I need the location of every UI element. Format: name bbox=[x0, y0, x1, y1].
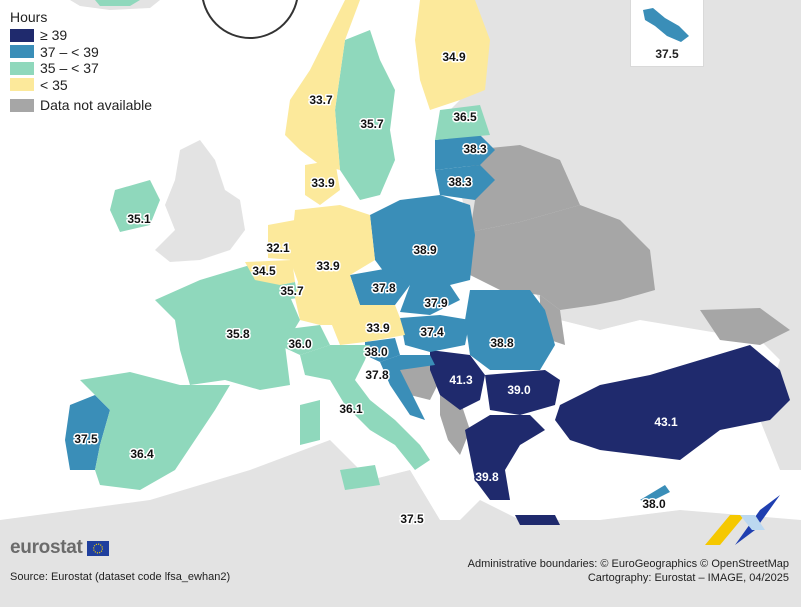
legend-item: 35 – < 37 bbox=[10, 60, 152, 77]
country-slovenia bbox=[365, 338, 400, 362]
legend-item: < 35 bbox=[10, 77, 152, 94]
malta-inset-value: 37.5 bbox=[655, 47, 679, 61]
country-iceland-top bbox=[95, 0, 140, 6]
legend-swatch bbox=[10, 28, 34, 42]
country-denmark bbox=[305, 160, 340, 205]
value-label-luxembourg: 35.7 bbox=[280, 284, 304, 298]
country-bosnia bbox=[395, 360, 440, 400]
country-sweden bbox=[335, 30, 395, 200]
value-label-norway: 33.7 bbox=[309, 93, 333, 107]
value-label-slovakia: 37.9 bbox=[424, 296, 448, 310]
legend: Hours ≥ 39 37 – < 39 35 – < 37 < 35 Data not… bbox=[10, 9, 152, 114]
value-label-germany: 33.9 bbox=[316, 259, 340, 273]
value-label-serbia: 41.3 bbox=[449, 373, 473, 387]
value-label-cyprus: 38.0 bbox=[642, 497, 666, 511]
value-label-estonia: 36.5 bbox=[453, 110, 477, 124]
country-greece bbox=[465, 415, 560, 525]
country-norway bbox=[285, 0, 360, 170]
country-latvia bbox=[435, 135, 495, 170]
legend-item: Data not available bbox=[10, 97, 152, 114]
country-belarus bbox=[470, 145, 580, 232]
value-label-netherlands: 32.1 bbox=[266, 241, 290, 255]
value-label-greece: 39.8 bbox=[475, 470, 499, 484]
country-belgium bbox=[245, 260, 295, 285]
country-poland bbox=[370, 195, 475, 290]
country-luxembourg bbox=[280, 282, 298, 300]
legend-label: 37 – < 39 bbox=[40, 43, 99, 60]
country-austria bbox=[330, 305, 405, 345]
value-label-hungary: 37.4 bbox=[420, 325, 444, 339]
country-turkey bbox=[555, 345, 790, 460]
value-label-croatia: 37.8 bbox=[365, 368, 389, 382]
legend-swatch bbox=[10, 45, 34, 59]
value-label-sweden: 35.7 bbox=[360, 117, 384, 131]
legend-item: 37 – < 39 bbox=[10, 44, 152, 61]
value-label-spain: 36.4 bbox=[130, 447, 154, 461]
value-label-switzerland: 36.0 bbox=[288, 337, 312, 351]
value-label-ireland: 35.1 bbox=[127, 212, 151, 226]
country-lithuania bbox=[435, 165, 495, 200]
value-label-malta-main: 37.5 bbox=[400, 512, 424, 526]
country-ukraine bbox=[470, 205, 655, 310]
country-slovakia bbox=[400, 285, 460, 315]
legend-swatch bbox=[10, 61, 34, 75]
value-label-italy: 36.1 bbox=[339, 402, 363, 416]
eurostat-logo: eurostat bbox=[10, 537, 109, 559]
country-switzerland bbox=[280, 325, 330, 355]
legend-label: ≥ 39 bbox=[40, 27, 68, 44]
country-croatia bbox=[380, 355, 435, 420]
value-label-belgium: 34.5 bbox=[252, 264, 276, 278]
eu-flag-icon bbox=[86, 540, 109, 556]
value-label-slovenia: 38.0 bbox=[364, 345, 388, 359]
map-circle-overlay bbox=[202, 0, 298, 39]
value-label-latvia: 38.3 bbox=[463, 142, 487, 156]
legend-swatch bbox=[10, 78, 34, 92]
value-label-romania: 38.8 bbox=[490, 336, 514, 350]
country-italy bbox=[300, 345, 430, 490]
value-label-portugal: 37.5 bbox=[74, 432, 98, 446]
malta-inset: 37.5 bbox=[630, 0, 704, 67]
country-ireland bbox=[110, 180, 160, 232]
country-romania bbox=[465, 290, 555, 370]
country-france bbox=[155, 265, 300, 390]
legend-title: Hours bbox=[10, 9, 48, 25]
country-netherlands bbox=[268, 220, 295, 260]
legend-swatch bbox=[10, 98, 34, 112]
value-label-finland: 34.9 bbox=[442, 50, 466, 64]
cartography-credit: Cartography: Eurostat – IMAGE, 04/2025 bbox=[587, 572, 789, 584]
country-ru-east bbox=[700, 308, 790, 345]
country-hungary bbox=[400, 315, 470, 352]
country-finland bbox=[415, 0, 490, 110]
value-label-czechia: 37.8 bbox=[372, 281, 396, 295]
value-label-bulgaria: 39.0 bbox=[507, 383, 531, 397]
land-uk bbox=[155, 140, 245, 262]
country-estonia bbox=[435, 105, 490, 140]
value-label-france: 35.8 bbox=[226, 327, 250, 341]
value-label-turkey: 43.1 bbox=[654, 415, 678, 429]
country-czechia bbox=[350, 268, 410, 305]
country-spain bbox=[80, 372, 230, 490]
source-note: Source: Eurostat (dataset code lfsa_ewha… bbox=[10, 571, 231, 583]
value-label-austria: 33.9 bbox=[366, 321, 390, 335]
value-label-lithuania: 38.3 bbox=[448, 175, 472, 189]
legend-label: Data not available bbox=[40, 97, 153, 114]
boundaries-credit: Administrative boundaries: © EuroGeograp… bbox=[467, 558, 789, 570]
country-montenegro-albania bbox=[440, 395, 470, 455]
legend-label: 35 – < 37 bbox=[40, 60, 99, 77]
country-cyprus bbox=[640, 485, 670, 502]
country-serbia bbox=[430, 350, 485, 410]
legend-label: < 35 bbox=[40, 76, 68, 93]
logo-text: eurostat bbox=[10, 537, 83, 558]
malta-shape bbox=[643, 8, 689, 42]
image-logo bbox=[705, 495, 780, 545]
value-label-poland: 38.9 bbox=[413, 243, 437, 257]
country-bulgaria bbox=[485, 370, 560, 415]
value-label-denmark: 33.9 bbox=[311, 176, 335, 190]
legend-item: ≥ 39 bbox=[10, 27, 152, 44]
land-africa bbox=[0, 440, 801, 607]
country-germany bbox=[290, 205, 375, 325]
